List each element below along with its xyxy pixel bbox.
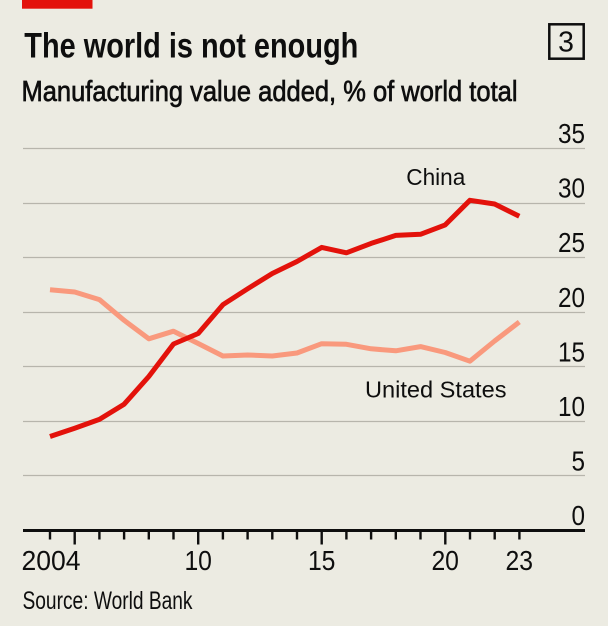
svg-text:15: 15	[558, 336, 585, 367]
svg-text:23: 23	[506, 545, 534, 576]
svg-text:2004: 2004	[22, 545, 81, 576]
svg-text:25: 25	[558, 227, 585, 258]
svg-text:5: 5	[572, 445, 586, 476]
svg-text:20: 20	[558, 282, 585, 313]
svg-text:United States: United States	[365, 376, 507, 402]
svg-text:20: 20	[431, 545, 459, 576]
svg-text:35: 35	[558, 118, 585, 149]
svg-text:Manufacturing value added, % o: Manufacturing value added, % of world to…	[22, 76, 518, 108]
svg-text:Source: World Bank: Source: World Bank	[23, 588, 194, 615]
svg-text:10: 10	[184, 545, 212, 576]
svg-text:China: China	[406, 164, 466, 190]
svg-text:0: 0	[572, 500, 586, 531]
svg-text:10: 10	[558, 391, 585, 422]
svg-text:The world is not enough: The world is not enough	[24, 27, 358, 66]
svg-text:15: 15	[308, 545, 336, 576]
svg-text:30: 30	[558, 173, 585, 204]
svg-text:3: 3	[558, 26, 574, 58]
